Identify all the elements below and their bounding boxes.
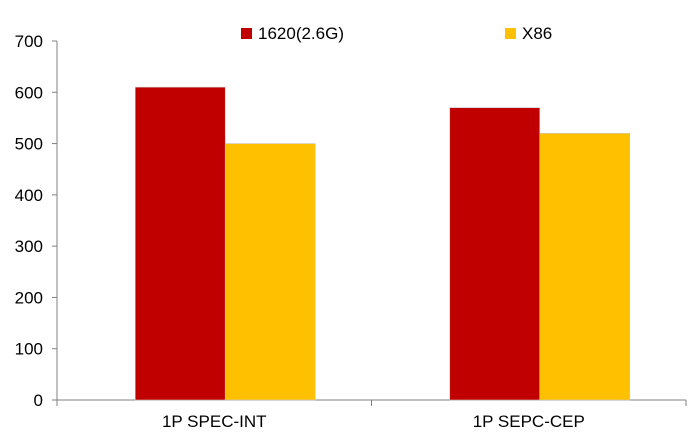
bar-series1	[449, 107, 541, 401]
y-tick-label: 700	[15, 32, 43, 51]
legend-swatch	[505, 28, 516, 39]
x-category-label: 1P SEPC-CEP	[473, 412, 585, 431]
y-tick-label: 0	[34, 391, 43, 410]
legend-label: 1620(2.6G)	[258, 24, 344, 43]
y-tick-label: 100	[15, 340, 43, 359]
y-tick-label: 300	[15, 237, 43, 256]
x-category-label: 1P SPEC-INT	[162, 412, 267, 431]
y-tick-label: 200	[15, 288, 43, 307]
bar-series2	[224, 143, 316, 401]
y-tick-label: 500	[15, 135, 43, 154]
legend-swatch	[241, 28, 252, 39]
axes: 0 100 200 300 400 500 600 700 1P SPEC-INT 1P SEPC…	[15, 32, 687, 431]
legend: 1620(2.6G) X86	[241, 24, 552, 43]
y-tick-label: 400	[15, 186, 43, 205]
bars	[134, 86, 631, 401]
y-tick-label: 600	[15, 83, 43, 102]
bar-series1	[134, 86, 226, 401]
bar-series2	[539, 133, 631, 401]
legend-label: X86	[522, 24, 552, 43]
